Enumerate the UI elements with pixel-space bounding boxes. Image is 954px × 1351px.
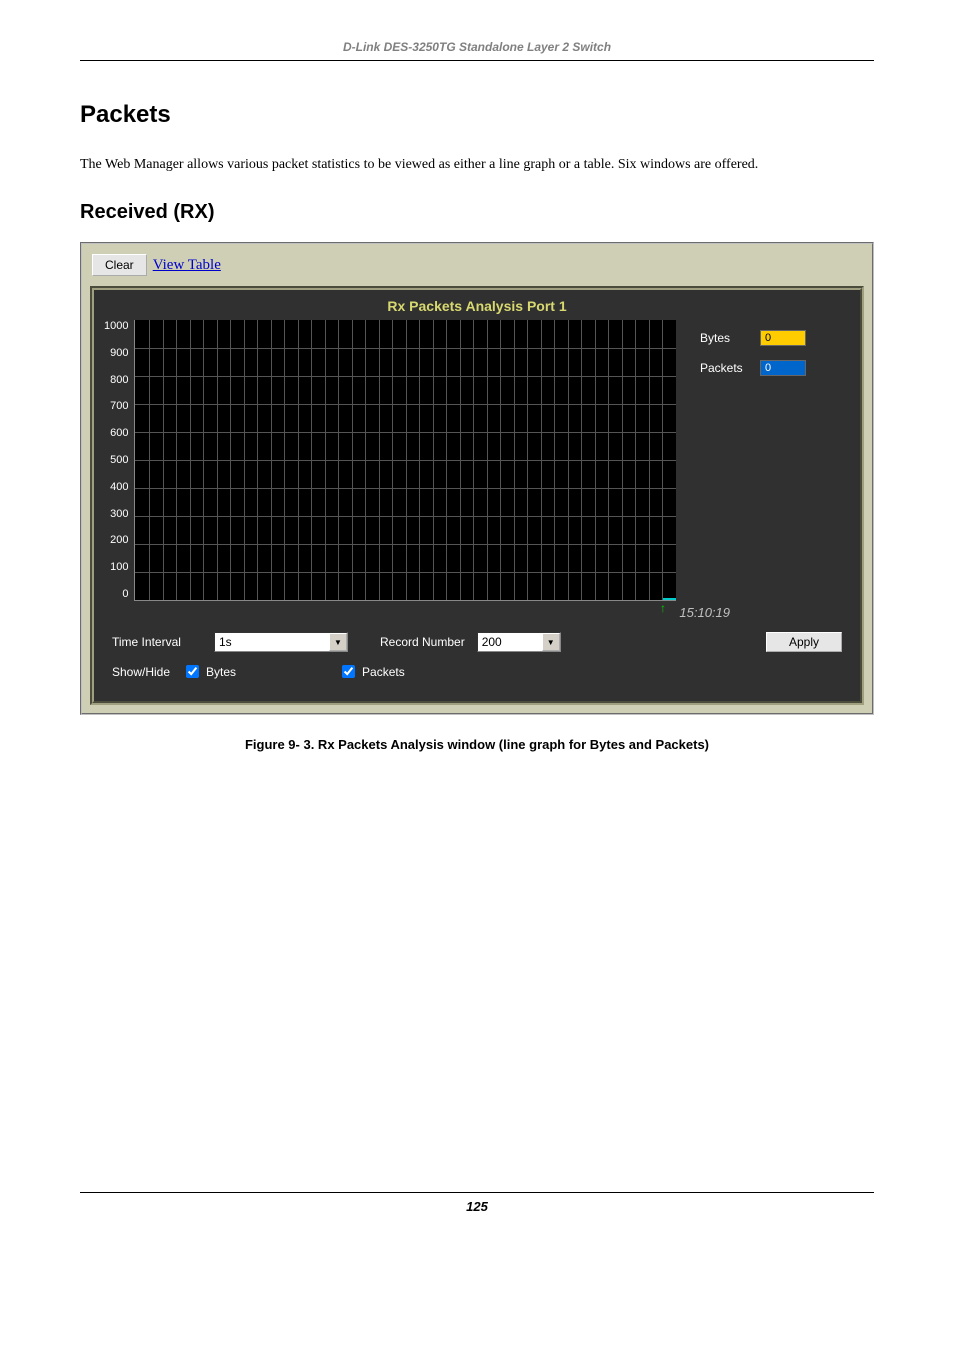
chart-panel: Rx Packets Analysis Port 1 1000900800700… (90, 286, 864, 705)
document-header: D-Link DES-3250TG Standalone Layer 2 Swi… (80, 40, 874, 61)
chart-timestamp: 15:10:19 (104, 605, 850, 620)
chevron-down-icon: ▼ (542, 633, 560, 651)
packets-checkbox-wrap: Packets (338, 662, 405, 681)
legend-row: Bytes 0 (700, 330, 850, 346)
controls-row-1: Time Interval 1s ▼ Record Number 200 ▼ A… (104, 620, 850, 656)
record-number-label: Record Number (380, 635, 465, 649)
legend-value: 0 (760, 330, 806, 346)
chart-marker (662, 598, 676, 600)
chart-plot: 10009008007006005004003002001000 ↑ (104, 320, 676, 601)
chart-legend: Bytes 0 Packets 0 (700, 320, 850, 601)
y-tick-label: 500 (104, 454, 128, 466)
legend-value: 0 (760, 360, 806, 376)
y-tick-label: 400 (104, 481, 128, 493)
bytes-checkbox-label: Bytes (206, 665, 236, 679)
section-title: Packets (80, 101, 874, 129)
y-axis: 10009008007006005004003002001000 (104, 320, 134, 600)
y-tick-label: 0 (104, 588, 128, 600)
y-tick-label: 800 (104, 374, 128, 386)
figure-caption: Figure 9- 3. Rx Packets Analysis window … (80, 737, 874, 752)
time-interval-select[interactable]: 1s ▼ (214, 632, 348, 652)
y-tick-label: 600 (104, 427, 128, 439)
bytes-checkbox-wrap: Bytes (182, 662, 236, 681)
intro-paragraph: The Web Manager allows various packet st… (80, 157, 874, 173)
chart-cursor-arrow: ↑ (660, 602, 666, 614)
y-tick-label: 700 (104, 400, 128, 412)
apply-button[interactable]: Apply (766, 632, 842, 652)
legend-label: Bytes (700, 331, 752, 345)
subsection-title: Received (RX) (80, 201, 874, 224)
legend-row: Packets 0 (700, 360, 850, 376)
screenshot-topbar: Clear View Table (86, 248, 868, 286)
plot-area: ↑ (134, 320, 676, 601)
chevron-down-icon: ▼ (329, 633, 347, 651)
y-tick-label: 1000 (104, 320, 128, 332)
view-table-link[interactable]: View Table (153, 257, 221, 274)
time-interval-value: 1s (219, 635, 329, 649)
legend-label: Packets (700, 361, 752, 375)
page-footer: 125 (80, 1192, 874, 1244)
screenshot-container: Clear View Table Rx Packets Analysis Por… (80, 242, 874, 715)
bytes-checkbox[interactable] (186, 665, 199, 678)
packets-checkbox-label: Packets (362, 665, 405, 679)
y-tick-label: 200 (104, 534, 128, 546)
clear-button[interactable]: Clear (92, 254, 147, 276)
show-hide-label: Show/Hide (112, 665, 170, 679)
record-number-select[interactable]: 200 ▼ (477, 632, 561, 652)
packets-checkbox[interactable] (342, 665, 355, 678)
y-tick-label: 100 (104, 561, 128, 573)
record-number-value: 200 (482, 635, 542, 649)
y-tick-label: 900 (104, 347, 128, 359)
chart-title: Rx Packets Analysis Port 1 (104, 298, 850, 314)
controls-row-2: Show/Hide Bytes Packets (104, 656, 850, 691)
y-tick-label: 300 (104, 508, 128, 520)
time-interval-label: Time Interval (112, 635, 202, 649)
